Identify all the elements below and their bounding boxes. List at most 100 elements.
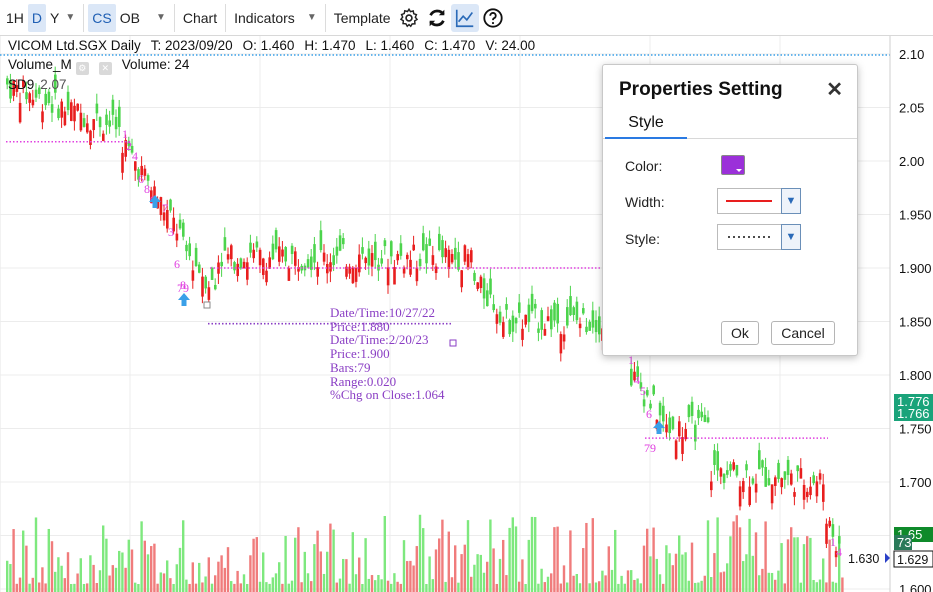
gear-icon[interactable] [395, 4, 423, 32]
volume-bar [297, 527, 300, 592]
candle-body [822, 484, 825, 502]
width-select[interactable]: ▼ [717, 188, 801, 214]
price-badge-text: 1.766 [897, 406, 930, 421]
chart-type-ob-button[interactable]: OB ▼ [116, 4, 170, 32]
candle-body [252, 249, 255, 259]
chevron-down-icon[interactable]: ▼ [781, 188, 801, 214]
chart-menu-button[interactable]: Chart [182, 9, 218, 26]
sequential-count: 4 [836, 545, 842, 559]
volume-bar [9, 564, 12, 592]
candle-body [156, 200, 159, 209]
candle-body [454, 247, 457, 260]
annotation-line: Bars:79 [330, 359, 371, 375]
volume-bar [390, 583, 393, 592]
style-select[interactable]: ▼ [717, 224, 801, 250]
candle-body [719, 468, 723, 477]
candle-body [418, 258, 422, 267]
candle-body [764, 466, 767, 487]
volume-bar [796, 537, 799, 592]
chart-type-cs-button[interactable]: CS [88, 3, 116, 32]
candle-body [210, 267, 214, 280]
candle-body [281, 249, 284, 257]
buy-arrow-icon [149, 195, 161, 208]
interval-1h-button[interactable]: 1H [6, 9, 24, 26]
candle-body [402, 267, 406, 274]
volume-bar [89, 555, 92, 592]
volume-bar [636, 578, 639, 592]
candle-body [812, 475, 815, 484]
candle-body [706, 417, 710, 423]
settings-icon[interactable]: ⚙ [75, 62, 89, 75]
last-price-marker [885, 553, 890, 563]
volume-bar [806, 536, 809, 592]
candle-body [793, 492, 796, 497]
template-menu-button[interactable]: Template [333, 9, 391, 26]
price-tick-label: 1.800 [899, 368, 932, 383]
volume-bar [774, 579, 777, 592]
chevron-down-icon[interactable]: ▼ [306, 12, 317, 23]
chart-line-icon[interactable] [450, 3, 479, 32]
candle-body [361, 247, 364, 254]
chevron-down-icon[interactable]: ▼ [781, 224, 801, 250]
indicators-menu-button[interactable]: Indicators ▼ [230, 4, 321, 32]
candle-body [348, 266, 351, 274]
close-icon[interactable]: ✕ [826, 79, 843, 101]
candle-body [130, 145, 134, 153]
price-tick-label: 2.10 [899, 47, 924, 62]
chevron-down-icon[interactable]: ▼ [155, 12, 166, 23]
volume-bar [319, 551, 322, 592]
volume-bar [735, 515, 738, 592]
volume-bar [380, 579, 383, 592]
volume-bar [223, 567, 226, 592]
ok-button[interactable]: Ok [721, 321, 759, 345]
help-icon[interactable] [479, 4, 507, 32]
price-badge-bg [894, 394, 933, 409]
volume-bar [12, 529, 15, 592]
annotation-line: %Chg on Close:1.064 [330, 387, 445, 403]
properties-dialog: Properties Setting ✕ Style Color: Width:… [602, 64, 858, 356]
candle-body [530, 293, 534, 312]
candle-body [678, 421, 681, 437]
candle-body [86, 123, 89, 133]
candle-body [572, 307, 575, 316]
candle-body [73, 105, 76, 122]
tab-style[interactable]: Style [605, 109, 687, 139]
volume-bar [646, 528, 649, 592]
volume-bar [351, 532, 354, 592]
measure-annotation[interactable]: Date/Time:10/27/22 Price:1.880 Date/Time… [330, 306, 444, 402]
refresh-icon[interactable] [423, 4, 451, 32]
candle-body [540, 310, 543, 330]
candle-body [22, 79, 25, 88]
candle-body [34, 89, 38, 98]
volume-bar [361, 583, 364, 592]
candle-body [790, 473, 793, 485]
candle-body [153, 186, 156, 199]
volume-bar [386, 580, 390, 592]
sequential-count: 3 [168, 225, 174, 239]
volume-bar [738, 527, 742, 592]
candle-body [818, 473, 822, 480]
chevron-down-icon[interactable]: ▼ [65, 12, 76, 23]
interval-y-button[interactable]: Y ▼ [46, 4, 79, 32]
interval-d-button[interactable]: D [27, 3, 47, 32]
candle-body [658, 402, 662, 416]
volume-bar [620, 575, 623, 592]
color-label: Color: [625, 158, 663, 174]
candle-body [825, 523, 828, 544]
volume-bar [783, 583, 786, 592]
candle-body [223, 237, 227, 251]
candle-body [140, 165, 143, 176]
color-picker[interactable] [721, 155, 745, 175]
width-label: Width: [625, 194, 665, 210]
candle-body [546, 316, 550, 321]
cancel-button[interactable]: Cancel [771, 321, 835, 345]
sd-indicator-name: SD9 [8, 77, 35, 92]
volume-bar [524, 583, 527, 592]
candle-body [425, 244, 428, 264]
volume-bar [719, 572, 722, 592]
candle-body [428, 238, 431, 246]
candle-body [89, 130, 92, 145]
candle-body [482, 278, 486, 299]
volume-bar [598, 581, 601, 592]
close-icon[interactable]: ✕ [98, 62, 112, 75]
